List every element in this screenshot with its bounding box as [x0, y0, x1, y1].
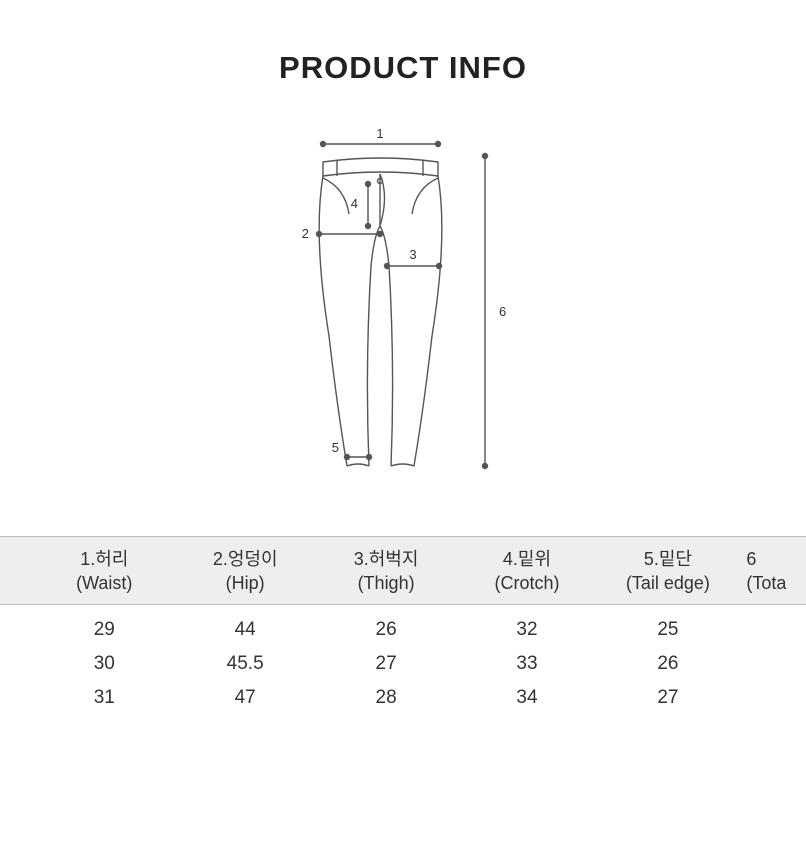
table-header-row: 1.허리 (Waist) 2.엉덩이 (Hip) 3.허벅지 (Thigh) 4…	[0, 537, 806, 605]
cell: 27	[597, 681, 738, 715]
cell	[738, 647, 806, 681]
label-crotch: 4	[351, 196, 358, 211]
cell	[738, 681, 806, 715]
cell: 31	[34, 681, 175, 715]
cell: 47	[175, 681, 316, 715]
cell: 44	[175, 604, 316, 647]
cell	[738, 604, 806, 647]
label-waist: 1	[376, 126, 383, 141]
cell: 26	[316, 604, 457, 647]
table-row: 31 47 28 34 27	[0, 681, 806, 715]
cell: 25	[597, 604, 738, 647]
table-header-cutleft	[0, 537, 34, 605]
table-header-tail: 5.밑단 (Tail edge)	[597, 537, 738, 605]
size-table-container: 1.허리 (Waist) 2.엉덩이 (Hip) 3.허벅지 (Thigh) 4…	[0, 536, 806, 715]
pants-diagram: 1 6	[253, 126, 553, 496]
size-table: 1.허리 (Waist) 2.엉덩이 (Hip) 3.허벅지 (Thigh) 4…	[0, 536, 806, 715]
cell: 45.5	[175, 647, 316, 681]
table-header-hip: 2.엉덩이 (Hip)	[175, 537, 316, 605]
table-row: 30 45.5 27 33 26	[0, 647, 806, 681]
table-header-thigh: 3.허벅지 (Thigh)	[316, 537, 457, 605]
table-header-total: 6 (Tota	[738, 537, 806, 605]
table-header-waist: 1.허리 (Waist)	[34, 537, 175, 605]
cell: 34	[457, 681, 598, 715]
label-thigh: 3	[409, 247, 416, 262]
cell: 28	[316, 681, 457, 715]
cell: 26	[597, 647, 738, 681]
table-header-crotch: 4.밑위 (Crotch)	[457, 537, 598, 605]
table-row: 29 44 26 32 25	[0, 604, 806, 647]
cell: 33	[457, 647, 598, 681]
label-tail: 5	[332, 440, 339, 455]
label-length: 6	[499, 304, 506, 319]
label-hip: 2	[302, 226, 309, 241]
diagram-container: 1 6	[0, 126, 806, 496]
cell: 29	[34, 604, 175, 647]
cell: 32	[457, 604, 598, 647]
page-title: PRODUCT INFO	[0, 50, 806, 86]
cell: 27	[316, 647, 457, 681]
cell: 30	[34, 647, 175, 681]
